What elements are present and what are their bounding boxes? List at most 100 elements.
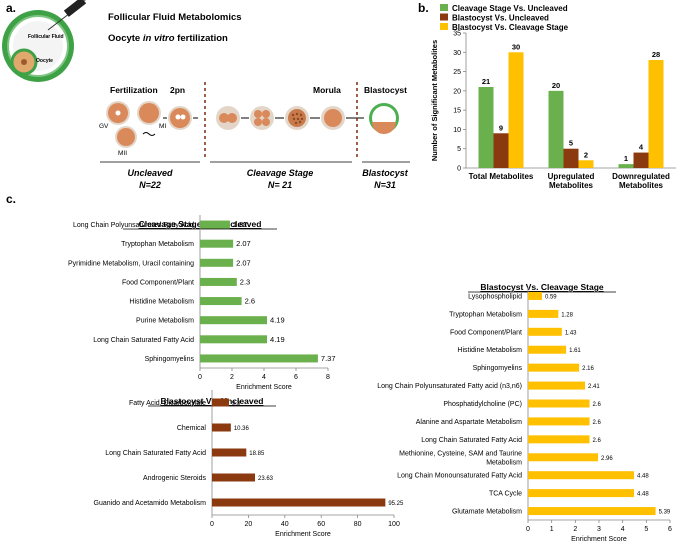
bar-7	[528, 417, 590, 426]
chart-c2-blastocyst-vs-uncleaved: Blastocyst Vs. Uncleaved020406080100Enri…	[94, 390, 404, 538]
x-tick-label: 2	[573, 526, 577, 533]
x-axis-label: Enrichment Score	[275, 531, 331, 538]
x-tick-label: 20	[245, 521, 253, 528]
category-label: Methionine, Cysteine, SAM and Taurine	[399, 450, 522, 457]
bar-value-label: 23.63	[258, 476, 274, 482]
bar-3	[528, 345, 567, 354]
bar-2-0	[618, 164, 634, 168]
x-category-label: Total Metabolites	[469, 172, 534, 181]
bar-12	[528, 507, 656, 516]
bar-value-label: 1.87	[233, 220, 248, 229]
bar-value-label: 2.16	[582, 366, 594, 372]
y-axis-label: Number of Significant Metabolites	[430, 40, 439, 161]
category-label: Food Component/Plant	[450, 329, 522, 336]
category-label: Histidine Metabolism	[129, 299, 194, 306]
bar-0-2	[508, 52, 524, 168]
bar-value-label: 1.28	[561, 312, 573, 318]
bar-value-label: 20	[552, 81, 560, 90]
y-tick-label: 20	[453, 88, 461, 95]
category-label: Glutamate Metabolism	[452, 509, 522, 516]
category-label: Tryptophan Metabolism	[121, 241, 194, 248]
bar-3	[200, 277, 237, 286]
category-label: Long Chain Monounsaturated Fatty Acid	[397, 473, 522, 480]
x-tick-label: 1	[550, 526, 554, 533]
bar-0	[528, 291, 542, 300]
x-category-label: Downregulated	[612, 172, 670, 181]
bar-7	[200, 354, 318, 363]
bar-2	[200, 258, 234, 267]
oocyte-mi-icon	[137, 101, 161, 125]
bar-value-label: 21	[482, 77, 490, 86]
bar-5	[528, 381, 586, 390]
bar-value-label: 9.3	[232, 401, 241, 407]
bar-9	[528, 453, 599, 462]
bar-2	[528, 327, 562, 336]
bar-value-label: 9	[499, 123, 503, 132]
x-tick-label: 0	[210, 521, 214, 528]
bar-value-label: 5.39	[659, 510, 671, 516]
group-uncleaved-name: Uncleaved	[127, 168, 173, 178]
y-tick-label: 10	[453, 127, 461, 134]
category-label: Metabolism	[486, 459, 522, 466]
bar-value-label: 1.61	[569, 348, 581, 354]
group-cleavage-name: Cleavage Stage	[247, 168, 314, 178]
bar-6	[528, 399, 590, 408]
bar-1	[200, 239, 234, 248]
y-tick-label: 35	[453, 31, 461, 38]
follicle-icon	[2, 10, 74, 82]
bar-value-label: 1.43	[565, 330, 577, 336]
x-tick-label: 4	[621, 526, 625, 533]
bar-value-label: 2.6	[245, 297, 255, 306]
category-label: Long Chain Saturated Fatty Acid	[421, 437, 522, 444]
syringe-icon	[47, 0, 87, 31]
category-label: Long Chain Polyunsaturated Fatty acid (n…	[377, 383, 522, 390]
y-tick-label: 0	[457, 166, 461, 173]
legend-swatch-2	[440, 23, 448, 30]
bar-0	[212, 398, 229, 407]
bar-value-label: 4	[639, 143, 644, 152]
embryo-morula-icon	[321, 106, 345, 130]
bar-value-label: 2.07	[236, 258, 251, 267]
bar-11	[528, 489, 635, 498]
category-label: Tryptophan Metabolism	[449, 311, 522, 318]
line-metabolomics: Follicular Fluid Metabolomics	[108, 12, 242, 23]
bar-value-label: 18.85	[249, 451, 265, 457]
bar-value-label: 10.36	[234, 426, 250, 432]
y-tick-label: 15	[453, 108, 461, 115]
bar-value-label: 2.6	[593, 438, 602, 444]
bar-value-label: 30	[512, 42, 520, 51]
category-label: TCA Cycle	[489, 491, 522, 498]
bar-value-label: 4.48	[637, 474, 649, 480]
bar-value-label: 2.6	[593, 402, 602, 408]
bar-value-label: 2.41	[588, 384, 600, 390]
stage-fertilization: Fertilization	[110, 85, 158, 95]
y-tick-label: 30	[453, 50, 461, 57]
stage-morula: Morula	[313, 85, 341, 95]
x-axis-label: Enrichment Score	[571, 536, 627, 543]
stage-blastocyst: Blastocyst	[364, 85, 407, 95]
bar-0-0	[478, 87, 494, 168]
bar-6	[200, 335, 268, 344]
category-label: Fatty Acid, Dicarboxylate	[129, 400, 206, 407]
category-label: Long Chain Saturated Fatty Acid	[93, 337, 194, 344]
x-axis-label: Enrichment Score	[236, 384, 292, 391]
bar-value-label: 2.07	[236, 239, 251, 248]
x-tick-label: 3	[597, 526, 601, 533]
bar-value-label: 28	[652, 50, 660, 59]
stage-2pn: 2pn	[170, 85, 185, 95]
x-tick-label: 80	[354, 521, 362, 528]
x-category-label: Metabolites	[549, 181, 594, 190]
sperm-icon	[142, 132, 156, 136]
bar-0-1	[493, 133, 509, 168]
category-label: Phosphatidylcholine (PC)	[443, 401, 522, 408]
category-label: Pyrimidine Metabolism, Uracil containing	[68, 260, 194, 267]
bar-3	[212, 473, 256, 482]
category-label: Alanine and Aspartate Metabolism	[416, 419, 522, 426]
group-blastocyst-n: N=31	[374, 180, 396, 190]
legend-swatch-0	[440, 4, 448, 11]
bar-value-label: 4.48	[637, 492, 649, 498]
bar-value-label: 0.59	[545, 294, 557, 300]
x-category-label: Metabolites	[619, 181, 664, 190]
